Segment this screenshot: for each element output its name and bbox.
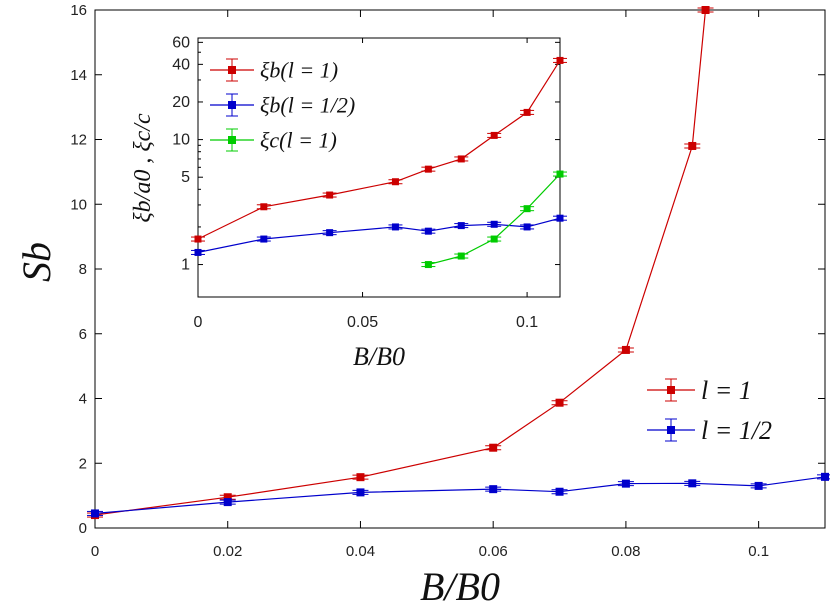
inset-series-2	[421, 170, 567, 269]
main-data-point	[87, 509, 103, 518]
inset-data-point	[454, 222, 469, 230]
main-data-point	[485, 485, 502, 494]
main-data-point	[684, 141, 701, 150]
main-ytick-label: 6	[79, 326, 87, 343]
inset-ytick-label: 60	[172, 34, 190, 51]
main-ylabel: Sb	[14, 242, 59, 282]
main-ytick-label: 14	[70, 67, 87, 84]
inset-data-point	[388, 178, 403, 186]
main-data-point	[551, 398, 568, 407]
inset-ylabel: ξb/a0 , ξc/c	[130, 113, 156, 223]
inset-data-point	[322, 229, 337, 237]
main-ytick-label: 4	[79, 391, 87, 408]
inset-xtick-label: 0.1	[516, 314, 538, 331]
inset-data-point	[553, 170, 567, 178]
main-xtick-label: 0	[91, 543, 99, 560]
main-ytick-label: 10	[70, 196, 87, 213]
inset-ticks: 0 0.05 0.1 1 5 10 20 40 60	[172, 34, 560, 331]
inset-data-point	[256, 203, 271, 211]
inset-ytick-label: 40	[172, 56, 190, 73]
inset-data-point	[487, 131, 502, 139]
inset-legend-label: ξb(l = 1/2)	[260, 93, 355, 118]
inset-series-1	[191, 214, 567, 256]
main-legend-entry: l = 1/2	[647, 416, 772, 445]
main-ytick-label: 0	[79, 520, 87, 537]
main-data-point	[485, 443, 502, 452]
main-ytick-label: 12	[70, 132, 87, 149]
main-legend: l = 1 l = 1/2	[647, 376, 772, 445]
inset-series-0	[191, 56, 567, 243]
main-xtick-label: 0.08	[611, 543, 640, 560]
inset-ytick-label: 20	[172, 94, 190, 111]
inset-ytick-label: 5	[181, 169, 190, 186]
inset-data-point	[322, 191, 337, 199]
inset-legend-entry: ξc(l = 1)	[210, 128, 337, 153]
main-ytick-label: 8	[79, 261, 87, 278]
main-xtick-label: 0.1	[748, 543, 769, 560]
main-series-0	[87, 6, 714, 520]
main-series-line	[95, 10, 707, 516]
main-data-point	[219, 498, 236, 507]
inset-data-point	[191, 248, 205, 256]
inset-legend: ξb(l = 1) ξb(l = 1/2) ξc(l = 1)	[210, 58, 355, 153]
inset-data-point	[487, 220, 502, 228]
main-data-point	[617, 479, 634, 488]
main-series	[87, 6, 830, 520]
inset-data-point	[256, 235, 271, 243]
main-data-point	[352, 473, 369, 482]
inset-data-point	[191, 235, 205, 243]
main-ytick-label: 16	[70, 2, 87, 19]
inset-data-point	[553, 56, 567, 64]
main-data-point	[617, 345, 634, 354]
inset-data-point	[454, 155, 469, 163]
inset-data-point	[520, 205, 535, 213]
inset-data-point	[487, 235, 502, 243]
main-series-1	[87, 472, 830, 518]
inset-legend-label: ξc(l = 1)	[260, 128, 337, 153]
main-legend-label: l = 1/2	[701, 416, 772, 445]
inset-data-point	[454, 252, 469, 260]
main-ytick-label: 2	[79, 455, 87, 472]
inset-xtick-label: 0	[194, 314, 203, 331]
inset-data-point	[421, 261, 436, 269]
inset-legend-entry: ξb(l = 1/2)	[210, 93, 355, 118]
inset-data-point	[421, 227, 436, 235]
inset-data-point	[520, 223, 535, 231]
inset-data-point	[388, 223, 403, 231]
main-data-point	[697, 6, 714, 14]
inset-data-point	[553, 214, 567, 222]
main-data-point	[817, 472, 830, 481]
main-legend-entry: l = 1	[647, 376, 752, 405]
inset-data-point	[520, 108, 535, 116]
inset-legend-label: ξb(l = 1)	[260, 58, 338, 83]
inset-data-point	[421, 165, 436, 173]
main-xlabel: B/B0	[420, 564, 500, 608]
inset-background	[198, 38, 560, 297]
main-xtick-label: 0.02	[213, 543, 242, 560]
main-legend-label: l = 1	[701, 376, 752, 405]
main-xtick-label: 0.06	[479, 543, 508, 560]
inset-ytick-label: 10	[172, 132, 190, 149]
main-xtick-label: 0.04	[346, 543, 375, 560]
inset-xlabel: B/B0	[353, 342, 405, 371]
main-data-point	[352, 488, 369, 497]
inset-legend-entry: ξb(l = 1)	[210, 58, 338, 83]
main-data-point	[684, 479, 701, 488]
inset-ytick-label: 1	[181, 257, 190, 274]
inset-series	[191, 56, 567, 269]
main-data-point	[551, 487, 568, 496]
inset-xtick-label: 0.05	[347, 314, 378, 331]
main-data-point	[750, 481, 767, 490]
